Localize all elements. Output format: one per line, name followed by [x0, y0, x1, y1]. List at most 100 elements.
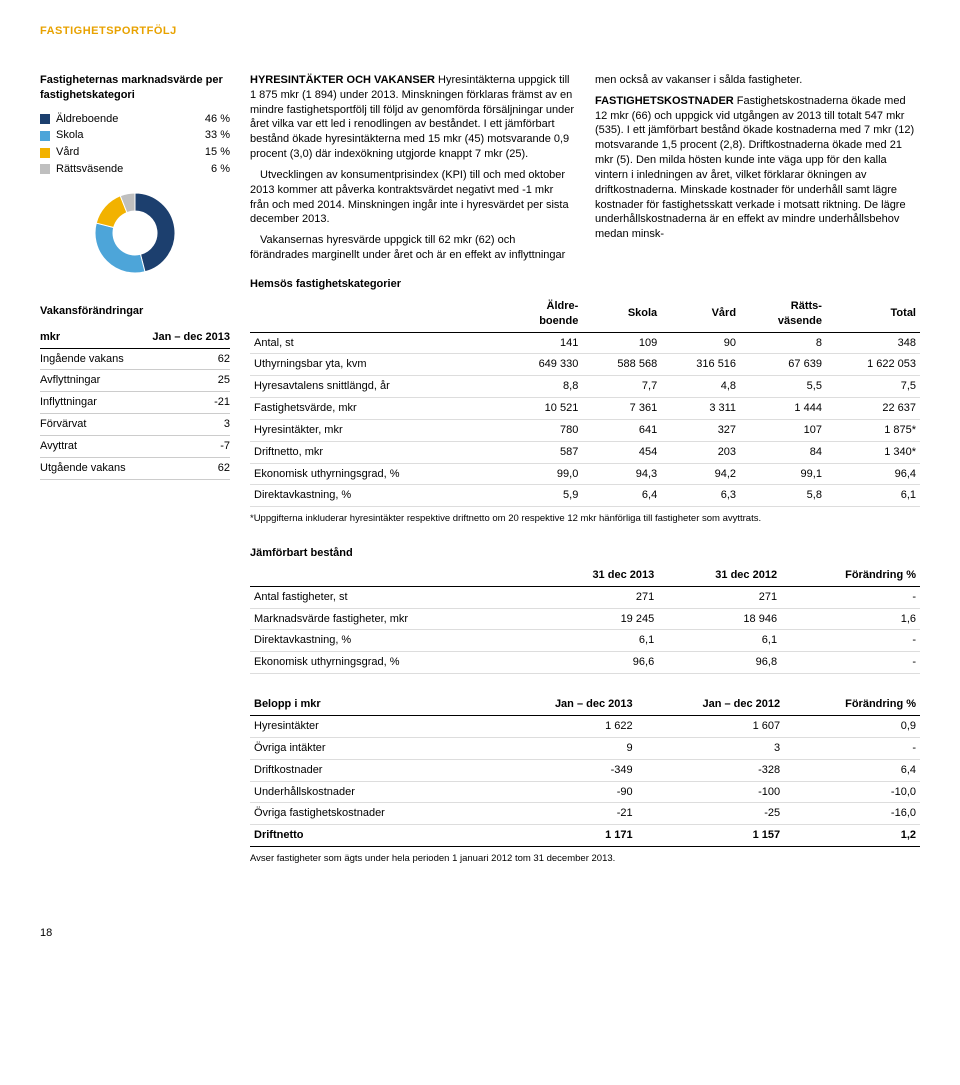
table-cell: - — [781, 652, 920, 674]
table-cell: Avflyttningar — [40, 370, 140, 392]
table-cell: 8,8 — [503, 376, 582, 398]
table-row: Ekonomisk uthyrningsgrad, %99,094,394,29… — [250, 463, 920, 485]
table-cell: 1,2 — [784, 825, 920, 847]
table-cell: Underhållskostnader — [250, 781, 489, 803]
table-header: Total — [826, 296, 920, 332]
table-cell: 141 — [503, 332, 582, 354]
legend-swatch — [40, 148, 50, 158]
table-cell: Hyresintäkter — [250, 715, 489, 737]
table-cell: Marknadsvärde fastigheter, mkr — [250, 608, 535, 630]
table-row: Avflyttningar25 — [40, 370, 230, 392]
table-cell: -10,0 — [784, 781, 920, 803]
table-cell: 7,5 — [826, 376, 920, 398]
table-cell: - — [781, 586, 920, 608]
table-cell: 94,3 — [582, 463, 661, 485]
legend-item: Skola 33 % — [40, 127, 230, 144]
legend-pct: 15 % — [205, 145, 230, 160]
table-header: 31 dec 2013 — [535, 565, 658, 586]
table1-footnote: *Uppgifterna inkluderar hyresintäkter re… — [250, 513, 920, 526]
table-header: 31 dec 2012 — [658, 565, 781, 586]
table-row: Driftkostnader-349-3286,4 — [250, 759, 920, 781]
table-cell: 94,2 — [661, 463, 740, 485]
table-cell: Övriga fastighetskostnader — [250, 803, 489, 825]
table-cell: -16,0 — [784, 803, 920, 825]
legend-pct: 6 % — [211, 162, 230, 177]
table-cell: 1 607 — [637, 715, 785, 737]
table-cell: -21 — [489, 803, 637, 825]
table-row: Fastighetsvärde, mkr10 5217 3613 3111 44… — [250, 398, 920, 420]
body-text: HYRESINTÄKTER OCH VAKANSER Hyresintäkter… — [250, 73, 920, 263]
table-cell: 588 568 — [582, 354, 661, 376]
table-row: Ingående vakans62 — [40, 348, 230, 370]
body-p1-text: Hyresintäkterna uppgick till 1 875 mkr (… — [250, 74, 574, 160]
legend-pct: 33 % — [205, 128, 230, 143]
table-cell: 271 — [658, 586, 781, 608]
table-cell: 454 — [582, 441, 661, 463]
table-row: Inflyttningar-21 — [40, 392, 230, 414]
table-cell: 99,1 — [740, 463, 826, 485]
table-cell: Direktavkastning, % — [250, 630, 535, 652]
table1-title: Hemsös fastighetskategorier — [250, 277, 920, 292]
table-header: Vård — [661, 296, 740, 332]
pie-title: Fastigheternas marknadsvärde per fastigh… — [40, 73, 230, 103]
table-cell: -21 — [140, 392, 230, 414]
table-cell: 6,4 — [784, 759, 920, 781]
table-cell: 587 — [503, 441, 582, 463]
page-number: 18 — [40, 926, 920, 941]
body-h1: HYRESINTÄKTER OCH VAKANSER — [250, 74, 435, 86]
table2-title: Jämförbart bestånd — [250, 546, 920, 561]
table-cell: 96,8 — [658, 652, 781, 674]
table-cell: Driftkostnader — [250, 759, 489, 781]
table-row: Hyresintäkter1 6221 6070,9 — [250, 715, 920, 737]
table-row: Ekonomisk uthyrningsgrad, %96,696,8- — [250, 652, 920, 674]
table-cell: 0,9 — [784, 715, 920, 737]
table-header — [250, 565, 535, 586]
legend-pct: 46 % — [205, 112, 230, 127]
table-cell: 1,6 — [781, 608, 920, 630]
table-cell: 7,7 — [582, 376, 661, 398]
table1: Äldre-boendeSkolaVårdRätts-väsendeTotalA… — [250, 296, 920, 507]
vakans-title: Vakansförändringar — [40, 304, 230, 319]
table-cell: 10 521 — [503, 398, 582, 420]
body-p1b: Utvecklingen av konsumentprisindex (KPI)… — [250, 168, 575, 227]
table-cell: 1 622 — [489, 715, 637, 737]
table-cell: - — [781, 630, 920, 652]
table-row: Antal fastigheter, st271271- — [250, 586, 920, 608]
table-row: Hyresintäkter, mkr7806413271071 875* — [250, 419, 920, 441]
table-cell: 6,3 — [661, 485, 740, 507]
table-total-row: Driftnetto1 1711 1571,2 — [250, 825, 920, 847]
table-cell: 19 245 — [535, 608, 658, 630]
legend-item: Vård15 % — [40, 144, 230, 161]
table-cell: 1 171 — [489, 825, 637, 847]
legend-label: Skola — [56, 128, 84, 143]
table-header: Förändring % — [784, 694, 920, 715]
table-cell: -90 — [489, 781, 637, 803]
table-cell: Direktavkastning, % — [250, 485, 503, 507]
table-cell: 18 946 — [658, 608, 781, 630]
table-cell: Driftnetto, mkr — [250, 441, 503, 463]
table-cell: -7 — [140, 435, 230, 457]
table-row: Uthyrningsbar yta, kvm649 330588 568316 … — [250, 354, 920, 376]
table-cell: Övriga intäkter — [250, 737, 489, 759]
table-cell: 5,8 — [740, 485, 826, 507]
table2: 31 dec 201331 dec 2012Förändring %Antal … — [250, 565, 920, 674]
table-cell: Antal, st — [250, 332, 503, 354]
table-cell: Inflyttningar — [40, 392, 140, 414]
table-header: Jan – dec 2013 — [489, 694, 637, 715]
table-cell: 1 157 — [637, 825, 785, 847]
table-row: Förvärvat3 — [40, 414, 230, 436]
table-cell: 780 — [503, 419, 582, 441]
legend-item: Rättsväsende6 % — [40, 161, 230, 178]
section-title: FASTIGHETSPORTFÖLJ — [40, 24, 920, 39]
table-cell: 649 330 — [503, 354, 582, 376]
table-row: Marknadsvärde fastigheter, mkr19 24518 9… — [250, 608, 920, 630]
left-column: Fastigheternas marknadsvärde per fastigh… — [40, 73, 230, 886]
table-cell: 203 — [661, 441, 740, 463]
table-cell: 316 516 — [661, 354, 740, 376]
table-cell: Avyttrat — [40, 435, 140, 457]
table-cell: 327 — [661, 419, 740, 441]
table-cell: 1 444 — [740, 398, 826, 420]
table-cell: 6,1 — [658, 630, 781, 652]
table-cell: 3 — [140, 414, 230, 436]
table-cell: 96,6 — [535, 652, 658, 674]
